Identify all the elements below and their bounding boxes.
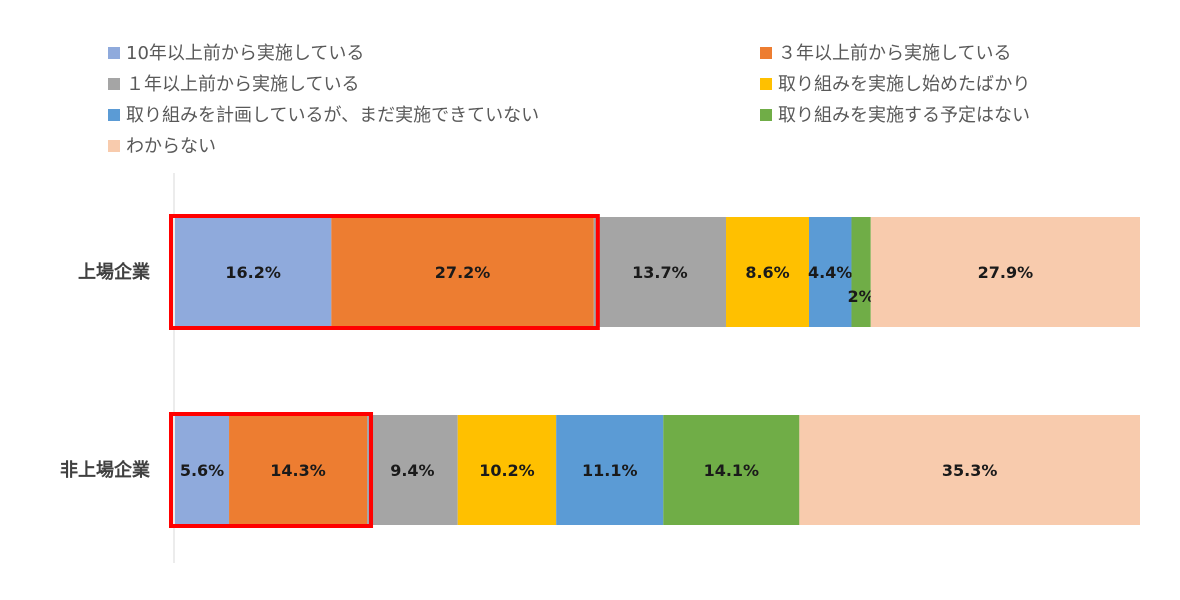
bar-segment-0-2: [593, 217, 727, 327]
data-label-1-0: 5.6%: [180, 461, 224, 480]
bar-segment-1-5: [663, 415, 800, 525]
bar-segment-0-6: [870, 217, 1140, 327]
legend: 10年以上前から実施している ３年以上前から実施している １年以上前から実施している…: [108, 43, 1030, 157]
category-label-1: 非上場企業: [60, 459, 151, 481]
bar-segment-1-1: [229, 415, 368, 525]
data-label-1-5: 14.1%: [704, 461, 760, 480]
data-label-1-6: 35.3%: [942, 461, 998, 480]
legend-label-4: 取り組みを計画しているが、まだ実施できていない: [126, 105, 539, 126]
highlight-boxes: [169, 214, 600, 528]
legend-swatch-6: [108, 140, 120, 152]
data-label-0-2: 13.7%: [632, 263, 688, 282]
bar-segment-1-2: [367, 415, 458, 525]
legend-label-2: １年以上前から実施している: [126, 74, 359, 95]
data-label-0-3: 8.6%: [745, 263, 789, 282]
legend-swatch-4: [108, 109, 120, 121]
highlight-box-0: [169, 214, 600, 330]
legend-label-3: 取り組みを実施し始めたばかり: [778, 74, 1030, 95]
data-label-1-1: 14.3%: [270, 461, 326, 480]
bar-segment-0-3: [726, 217, 810, 327]
legend-label-5: 取り組みを実施する予定はない: [778, 105, 1030, 126]
data-label-1-3: 10.2%: [479, 461, 535, 480]
bar-segment-0-0: [175, 217, 332, 327]
highlight-box-1: [169, 412, 374, 528]
bar-segment-1-0: [175, 415, 230, 525]
plot-area: 16.2% 27.2% 13.7% 8.6% 4.4% 2% 27.9% 5.6% 14.3% 9…: [175, 217, 1140, 525]
bar-segment-1-6: [799, 415, 1140, 525]
bar-segment-0-1: [331, 217, 594, 327]
legend-swatch-0: [108, 47, 120, 59]
data-label-0-0: 16.2%: [225, 263, 281, 282]
legend-swatch-2: [108, 78, 120, 90]
data-label-1-4: 11.1%: [582, 461, 638, 480]
bar-segment-0-4: [809, 217, 852, 327]
data-label-1-2: 9.4%: [390, 461, 434, 480]
bar-segment-1-3: [457, 415, 557, 525]
data-label-0-1: 27.2%: [435, 263, 491, 282]
data-label-0-6: 27.9%: [978, 263, 1034, 282]
legend-swatch-5: [760, 109, 772, 121]
legend-label-0: 10年以上前から実施している: [126, 43, 364, 64]
legend-label-1: ３年以上前から実施している: [778, 43, 1011, 64]
legend-label-6: わからない: [126, 136, 216, 157]
legend-swatch-1: [760, 47, 772, 59]
legend-swatch-3: [760, 78, 772, 90]
bar-segment-0-5: [851, 217, 871, 327]
data-label-0-5: 2%: [848, 287, 875, 306]
category-label-0: 上場企業: [78, 261, 151, 283]
data-label-0-4: 4.4%: [808, 263, 852, 282]
bar-segment-1-4: [556, 415, 664, 525]
